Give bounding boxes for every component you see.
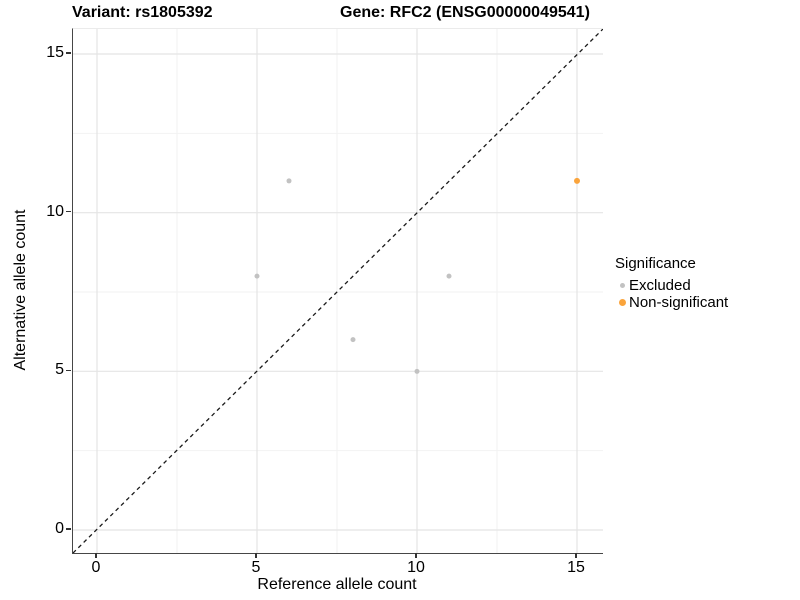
identity-line [73,29,603,553]
x-tick [95,553,97,558]
legend-item-label: Excluded [629,277,691,294]
plot-area [73,29,603,553]
legend-dot-box [615,283,629,288]
x-tick-label: 0 [91,559,101,576]
plot-title-gene: Gene: RFC2 (ENSG00000049541) [340,4,590,21]
plot-title-variant: Variant: rs1805392 [72,4,213,21]
x-tick-label: 5 [251,559,261,576]
data-point [286,178,292,184]
y-tick-label: 0 [55,520,64,537]
y-tick [66,52,71,54]
y-tick [66,210,71,213]
legend-items: Excluded Non-significant [615,277,728,311]
data-point [254,273,260,279]
y-axis-label: Alternative allele count [12,209,29,371]
plot-panel [72,28,603,554]
data-point [446,273,452,279]
y-tick [66,369,71,372]
legend-item-non-significant: Non-significant [615,294,728,311]
x-axis-label: Reference allele count [257,576,417,593]
legend-title: Significance [615,255,696,272]
legend-item-label: Non-significant [629,294,729,311]
data-point [414,368,420,374]
data-point [574,177,580,184]
y-tick [66,528,71,530]
x-tick [415,553,417,558]
legend-dot [619,283,625,288]
legend-dot-box [615,299,629,306]
legend-dot [618,299,626,306]
x-tick-label: 15 [567,559,585,576]
x-tick [575,553,577,558]
legend: Significance Excluded Non-significant [615,255,728,311]
legend-item-excluded: Excluded [615,277,728,294]
x-tick [255,553,257,558]
x-tick-label: 10 [407,559,425,576]
y-tick-label: 15 [46,44,64,61]
y-tick-label: 10 [46,202,64,220]
data-point [350,337,356,343]
y-tick-label: 5 [55,361,64,379]
